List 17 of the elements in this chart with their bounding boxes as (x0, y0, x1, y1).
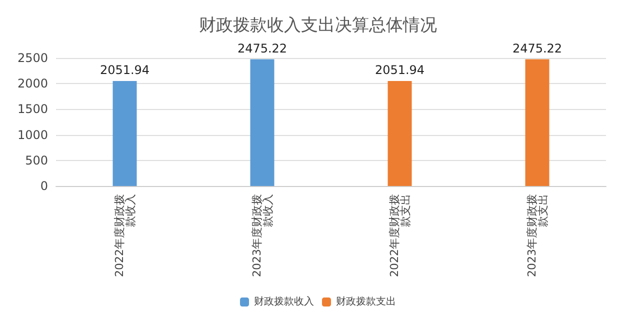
legend-label: 财政拨款收入 (254, 296, 314, 308)
x-tick-label: 2022年度财政拨款收入 (112, 194, 137, 277)
x-tick-label: 2023年度财政拨款支出 (525, 194, 550, 277)
x-tick-label: 2022年度财政拨款支出 (388, 194, 412, 277)
y-tick-label: 2000 (17, 76, 48, 91)
y-tick-label: 0 (40, 179, 48, 193)
data-label: 2475.22 (512, 41, 562, 56)
y-tick-label: 500 (25, 153, 48, 168)
x-tick-label: 2023年度财政拨款收入 (250, 194, 274, 277)
data-label: 2051.94 (100, 62, 150, 77)
data-label: 2475.22 (237, 41, 288, 56)
y-tick-label: 2500 (17, 51, 48, 65)
y-tick-label: 1500 (17, 102, 48, 116)
data-label: 2051.94 (374, 62, 425, 77)
y-tick-label: 1000 (17, 128, 48, 142)
legend-label: 财政拨款支出 (336, 296, 396, 308)
chart-title: 财政拨款收入支出决算总体情况 (199, 16, 437, 36)
